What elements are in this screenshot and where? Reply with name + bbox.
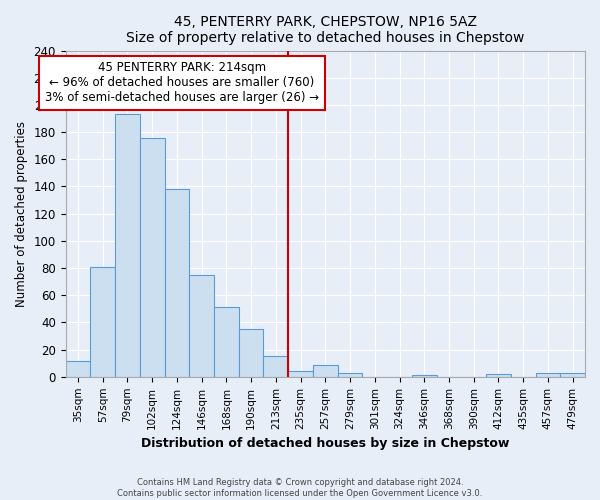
Bar <box>263 356 288 377</box>
Bar <box>140 138 164 377</box>
X-axis label: Distribution of detached houses by size in Chepstow: Distribution of detached houses by size … <box>141 437 509 450</box>
Bar <box>91 266 115 377</box>
Y-axis label: Number of detached properties: Number of detached properties <box>15 120 28 306</box>
Bar <box>313 364 338 377</box>
Bar <box>115 114 140 377</box>
Bar <box>486 374 511 377</box>
Bar <box>239 329 263 377</box>
Bar <box>214 308 239 377</box>
Bar <box>65 360 91 377</box>
Bar <box>412 376 437 377</box>
Bar <box>164 189 190 377</box>
Text: Contains HM Land Registry data © Crown copyright and database right 2024.
Contai: Contains HM Land Registry data © Crown c… <box>118 478 482 498</box>
Text: 45 PENTERRY PARK: 214sqm
← 96% of detached houses are smaller (760)
3% of semi-d: 45 PENTERRY PARK: 214sqm ← 96% of detach… <box>45 62 319 104</box>
Bar <box>338 372 362 377</box>
Bar <box>190 275 214 377</box>
Bar <box>560 372 585 377</box>
Title: 45, PENTERRY PARK, CHEPSTOW, NP16 5AZ
Size of property relative to detached hous: 45, PENTERRY PARK, CHEPSTOW, NP16 5AZ Si… <box>126 15 524 45</box>
Bar <box>288 372 313 377</box>
Bar <box>536 372 560 377</box>
